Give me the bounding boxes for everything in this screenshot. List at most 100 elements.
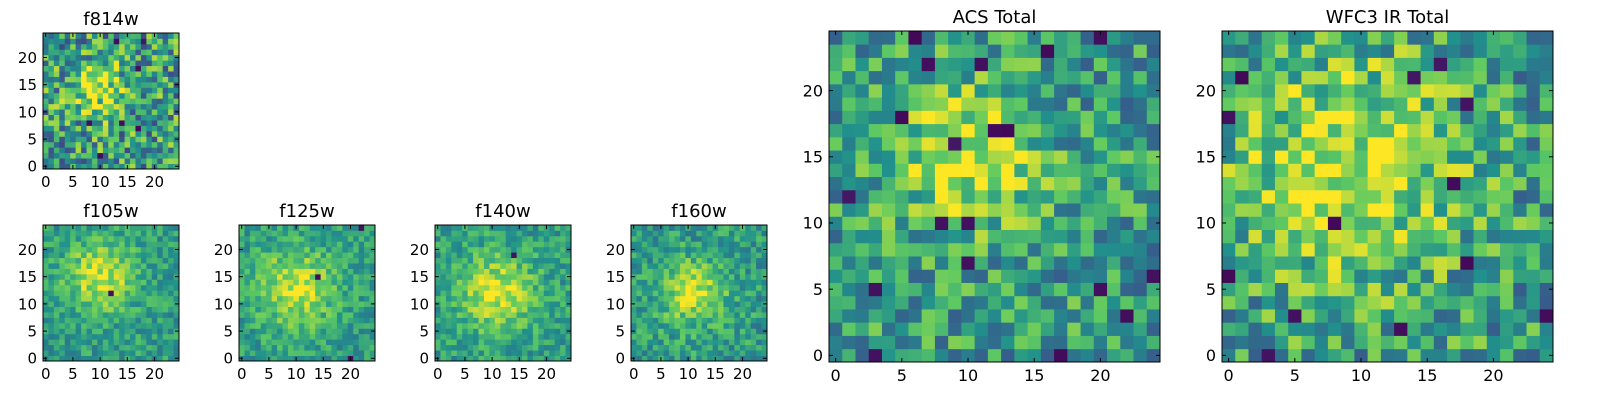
heatmap-cell [549,252,556,259]
heatmap-cell [326,339,332,346]
heatmap-cell [59,350,66,356]
heatmap-cell [271,344,278,351]
heatmap-cell [505,312,512,318]
heatmap-cell [1526,335,1541,350]
heatmap-cells [1222,31,1554,363]
heatmap-cell [1407,256,1421,270]
heatmap-cell [745,241,752,248]
heatmap-cell [750,284,757,291]
heatmap-cell [494,322,501,329]
heatmap-cell [1040,110,1055,125]
heatmap-cell [756,284,762,291]
heatmap-cell [669,246,675,253]
heatmap-cell [1433,31,1448,45]
heatmap-cell [1222,150,1236,164]
heatmap-cell [701,273,708,280]
heatmap-cell [974,203,989,217]
heatmap-cell [124,317,131,324]
heatmap-cell [293,284,300,291]
heatmap-cell [961,256,976,270]
heatmap-cell [282,317,289,324]
heatmap-cell [81,344,87,351]
heatmap-cell [631,241,637,248]
heatmap-cell [522,317,528,324]
heatmap-cell [86,322,93,329]
heatmap-cell [1407,322,1421,336]
heatmap-cell [543,290,550,297]
heatmap-cell [868,150,883,164]
heatmap-cell [435,230,441,237]
heatmap-cell [81,152,87,159]
heatmap-cell [445,246,452,253]
heatmap-cell [336,284,343,291]
heatmap-cell [756,241,762,248]
heatmap-cell [70,125,77,132]
heatmap-cell [102,290,109,297]
heatmap-cell [173,225,180,231]
heatmap-cell [679,322,686,329]
heatmap-cell [342,284,349,291]
heatmap-cell [829,322,843,336]
heatmap-cell [81,290,87,297]
heatmap-cell [119,273,125,280]
heatmap-cell [266,273,273,280]
heatmap-cell [1301,110,1316,125]
heatmap-cell [435,306,441,313]
heatmap-cell [364,344,370,351]
heatmap-cell [260,273,267,280]
heatmap-cell [1248,189,1263,204]
heatmap-cell [842,242,856,257]
heatmap-cell [734,235,741,242]
heatmap-cell [987,176,1002,191]
heatmap-cell [636,257,643,264]
heatmap-cell [173,268,180,275]
heatmap-cell [304,333,311,340]
heatmap-cell [75,38,82,45]
heatmap-cell [1120,176,1134,191]
heatmap-cell [86,355,93,362]
heatmap-cell [293,252,300,259]
heatmap-cell [124,125,131,132]
heatmap-cell [707,230,713,237]
heatmap-cell [707,312,713,318]
heatmap-cell [549,306,556,313]
heatmap-cell [244,295,251,302]
heatmap-cell [1133,44,1148,58]
heatmap-cell [1248,295,1263,310]
heatmap-cell [130,301,136,307]
heatmap-cell [43,125,49,132]
heatmap-cell [75,268,82,275]
heatmap-cell [565,339,572,346]
heatmap-cell [538,246,545,253]
x-tick-label: 15 [118,173,137,191]
heatmap-cell [895,70,909,85]
heatmap-cell [97,81,104,88]
heatmap-cell [353,328,360,335]
heatmap-cell [538,273,545,280]
heatmap-cell [369,290,376,297]
heatmap-cell [745,328,752,335]
heatmap-cell [130,284,136,291]
y-tick-label: 5 [813,280,823,299]
heatmap-cell [70,241,77,248]
heatmap-cell [244,273,251,280]
heatmap-cell [113,344,120,351]
heatmap-cell [1486,203,1501,217]
heatmap-cell [347,284,354,291]
heatmap-cell [456,279,463,286]
heatmap-cell [745,333,752,340]
heatmap-cell [91,273,98,280]
heatmap-cell [157,333,164,340]
heatmap-cell [658,344,665,351]
heatmap-cell [674,230,681,237]
heatmap-cell [679,306,686,313]
heatmap-cell [1526,216,1541,230]
heatmap-cell [239,295,245,302]
heatmap-cell [304,284,311,291]
heatmap-cell [1054,335,1068,350]
heatmap-cell [1407,203,1421,217]
heatmap-cell [48,49,55,56]
heatmap-cell [1133,150,1148,164]
heatmap-cell [48,273,55,280]
heatmap-cell [658,322,665,329]
